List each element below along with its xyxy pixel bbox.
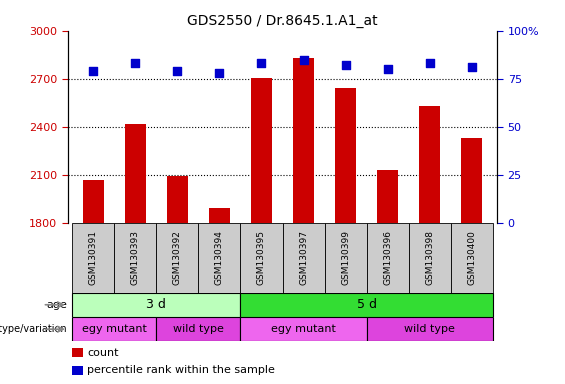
Bar xyxy=(335,88,356,223)
Text: GSM130396: GSM130396 xyxy=(383,230,392,285)
Text: count: count xyxy=(87,348,119,358)
Title: GDS2550 / Dr.8645.1.A1_at: GDS2550 / Dr.8645.1.A1_at xyxy=(187,14,378,28)
Point xyxy=(299,56,308,63)
Bar xyxy=(82,180,103,223)
Text: GSM130399: GSM130399 xyxy=(341,230,350,285)
Text: GSM130392: GSM130392 xyxy=(173,230,182,285)
Bar xyxy=(156,317,240,341)
Point xyxy=(467,64,476,70)
Bar xyxy=(209,207,230,223)
Text: genotype/variation: genotype/variation xyxy=(0,324,67,334)
Bar xyxy=(240,317,367,341)
Text: GSM130393: GSM130393 xyxy=(131,230,140,285)
Point xyxy=(215,70,224,76)
Bar xyxy=(114,223,156,293)
Bar xyxy=(240,223,282,293)
Point xyxy=(173,68,182,74)
Text: egy mutant: egy mutant xyxy=(271,324,336,334)
Bar xyxy=(125,124,146,223)
Bar xyxy=(293,58,314,223)
Bar xyxy=(409,223,451,293)
Text: GSM130394: GSM130394 xyxy=(215,230,224,285)
Text: percentile rank within the sample: percentile rank within the sample xyxy=(87,366,275,376)
Point xyxy=(257,60,266,66)
Bar xyxy=(367,317,493,341)
Text: GSM130397: GSM130397 xyxy=(299,230,308,285)
Bar xyxy=(419,106,440,223)
Bar xyxy=(451,223,493,293)
Bar xyxy=(72,317,156,341)
Point xyxy=(89,68,98,74)
Text: GSM130395: GSM130395 xyxy=(257,230,266,285)
Text: wild type: wild type xyxy=(173,324,224,334)
Text: 5 d: 5 d xyxy=(357,298,377,311)
Text: GSM130391: GSM130391 xyxy=(89,230,98,285)
Bar xyxy=(377,170,398,223)
Text: GSM130398: GSM130398 xyxy=(425,230,434,285)
Bar xyxy=(72,223,114,293)
Text: GSM130400: GSM130400 xyxy=(467,230,476,285)
Bar xyxy=(240,293,493,317)
Bar xyxy=(72,366,83,374)
Point xyxy=(383,66,392,72)
Bar xyxy=(251,78,272,223)
Bar xyxy=(325,223,367,293)
Bar xyxy=(198,223,240,293)
Bar xyxy=(462,138,483,223)
Text: 3 d: 3 d xyxy=(146,298,166,311)
Bar xyxy=(167,175,188,223)
Point xyxy=(131,60,140,66)
Point xyxy=(425,60,434,66)
Bar xyxy=(72,348,83,357)
Bar xyxy=(156,223,198,293)
Text: wild type: wild type xyxy=(405,324,455,334)
Bar xyxy=(367,223,409,293)
Point xyxy=(341,62,350,68)
Text: egy mutant: egy mutant xyxy=(82,324,146,334)
Bar xyxy=(72,293,240,317)
Bar xyxy=(282,223,325,293)
Text: age: age xyxy=(46,300,67,310)
